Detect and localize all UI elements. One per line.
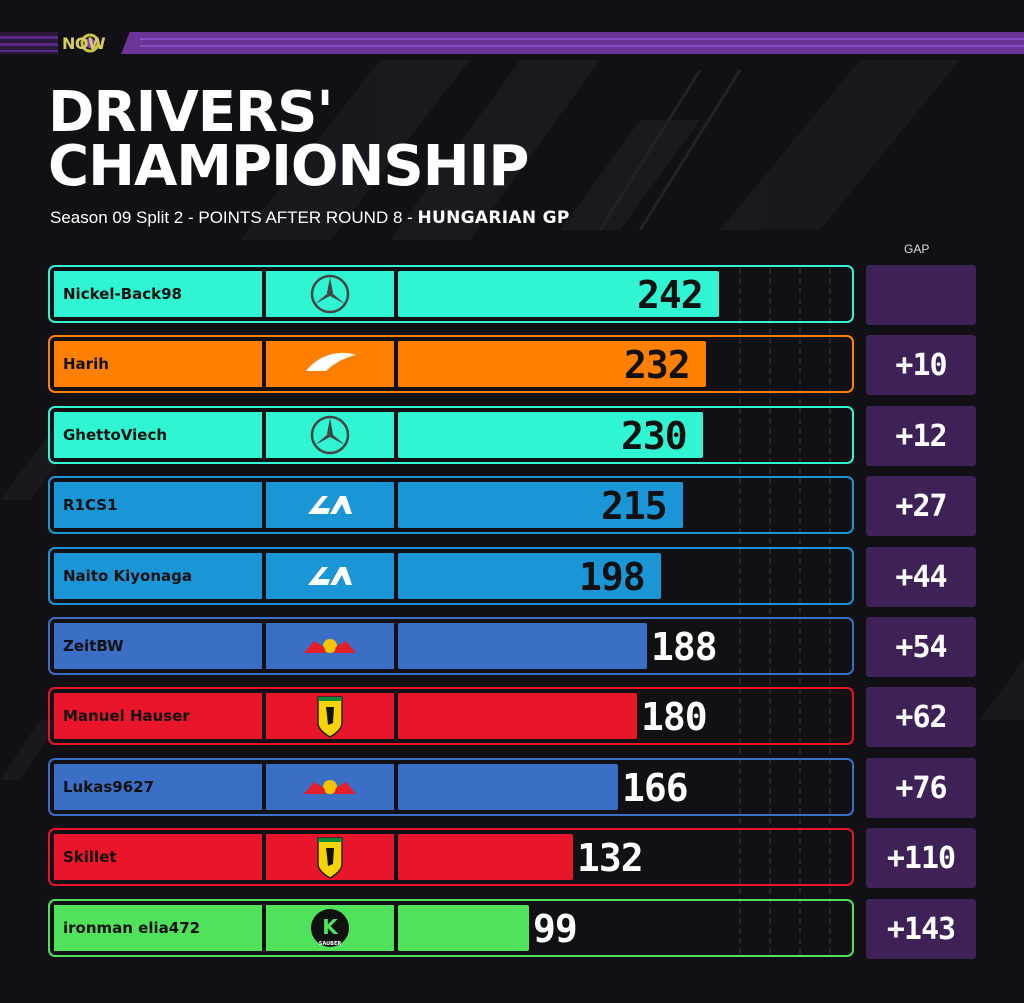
- points-bar: [398, 271, 719, 317]
- driver-name: ZeitBW: [54, 623, 262, 669]
- gap-value: +62: [866, 687, 976, 747]
- gap-value: +110: [866, 828, 976, 888]
- gap-value: +27: [866, 476, 976, 536]
- points-label: 232: [624, 343, 691, 387]
- standings-row: Nickel-Back98 242: [48, 265, 854, 323]
- ferrari-logo-icon: [317, 837, 343, 879]
- standings-row: Manuel Hauser 180: [48, 687, 854, 745]
- redbull-logo-icon: [304, 639, 356, 653]
- points-label: 166: [622, 766, 689, 810]
- team-cell: [266, 482, 394, 528]
- standings-row: ironman elia472 K SAUBER 99: [48, 899, 854, 957]
- ferrari-logo-icon: [317, 696, 343, 738]
- team-cell: [266, 834, 394, 880]
- now-logo-icon: [58, 26, 132, 62]
- team-cell: K SAUBER: [266, 905, 394, 951]
- points-bar: [398, 764, 618, 810]
- points-label: 242: [637, 273, 704, 317]
- team-cell: [266, 553, 394, 599]
- points-bar: [398, 412, 703, 458]
- team-cell: [266, 412, 394, 458]
- gap-value: +10: [866, 335, 976, 395]
- standings-row: Skillet 132: [48, 828, 854, 886]
- page-title: DRIVERS' CHAMPIONSHIP: [48, 80, 529, 199]
- subtitle-text: Season 09 Split 2 - POINTS AFTER ROUND 8…: [50, 208, 418, 227]
- title-line-2: CHAMPIONSHIP: [48, 134, 529, 199]
- logo-text: NOW: [62, 34, 106, 53]
- driver-name: Harih: [54, 341, 262, 387]
- alpine-logo-icon: [308, 567, 352, 585]
- mclaren-logo-icon: [306, 352, 356, 371]
- points-bar: [398, 905, 529, 951]
- subtitle-race: HUNGARIAN GP: [417, 208, 570, 228]
- gap-value: +76: [866, 758, 976, 818]
- standings-row: ZeitBW 188: [48, 617, 854, 675]
- gap-value: +44: [866, 547, 976, 607]
- driver-name: Nickel-Back98: [54, 271, 262, 317]
- standings-row: Lukas9627 166: [48, 758, 854, 816]
- mercedes-logo-icon: [310, 415, 350, 455]
- points-label: 215: [601, 484, 668, 528]
- standings-row: Naito Kiyonaga 198: [48, 547, 854, 605]
- points-bar: [398, 553, 661, 599]
- driver-name: R1CS1: [54, 482, 262, 528]
- team-cell: [266, 271, 394, 317]
- svg-text:SAUBER: SAUBER: [319, 941, 342, 947]
- gap-column-header: GAP: [904, 242, 930, 256]
- points-bar: [398, 693, 637, 739]
- standings-row: Harih 232: [48, 335, 854, 393]
- driver-name: GhettoViech: [54, 412, 262, 458]
- gap-value: [866, 265, 976, 325]
- standings-row: GhettoViech 230: [48, 406, 854, 464]
- mercedes-logo-icon: [310, 274, 350, 314]
- subtitle: Season 09 Split 2 - POINTS AFTER ROUND 8…: [50, 208, 570, 228]
- driver-name: Manuel Hauser: [54, 693, 262, 739]
- redbull-logo-icon: [304, 780, 356, 794]
- gap-value: +12: [866, 406, 976, 466]
- driver-name: Skillet: [54, 834, 262, 880]
- driver-name: ironman elia472: [54, 905, 262, 951]
- driver-name: Lukas9627: [54, 764, 262, 810]
- points-label: 188: [651, 625, 718, 669]
- points-bar: [398, 482, 683, 528]
- svg-text:K: K: [322, 915, 339, 939]
- gap-value: +143: [866, 899, 976, 959]
- team-cell: [266, 623, 394, 669]
- team-cell: [266, 764, 394, 810]
- points-bar: [398, 623, 647, 669]
- points-label: 99: [533, 907, 578, 951]
- points-bar: [398, 834, 573, 880]
- gap-value: +54: [866, 617, 976, 677]
- alpine-logo-icon: [308, 496, 352, 514]
- team-cell: [266, 693, 394, 739]
- standings-row: R1CS1 215: [48, 476, 854, 534]
- sauber-logo-icon: K SAUBER: [311, 909, 349, 947]
- points-label: 198: [579, 555, 646, 599]
- top-band: [0, 32, 1024, 54]
- title-line-1: DRIVERS': [48, 80, 334, 145]
- driver-name: Naito Kiyonaga: [54, 553, 262, 599]
- points-bar: [398, 341, 706, 387]
- points-label: 230: [621, 414, 688, 458]
- points-label: 132: [577, 836, 644, 880]
- points-label: 180: [641, 695, 708, 739]
- team-cell: [266, 341, 394, 387]
